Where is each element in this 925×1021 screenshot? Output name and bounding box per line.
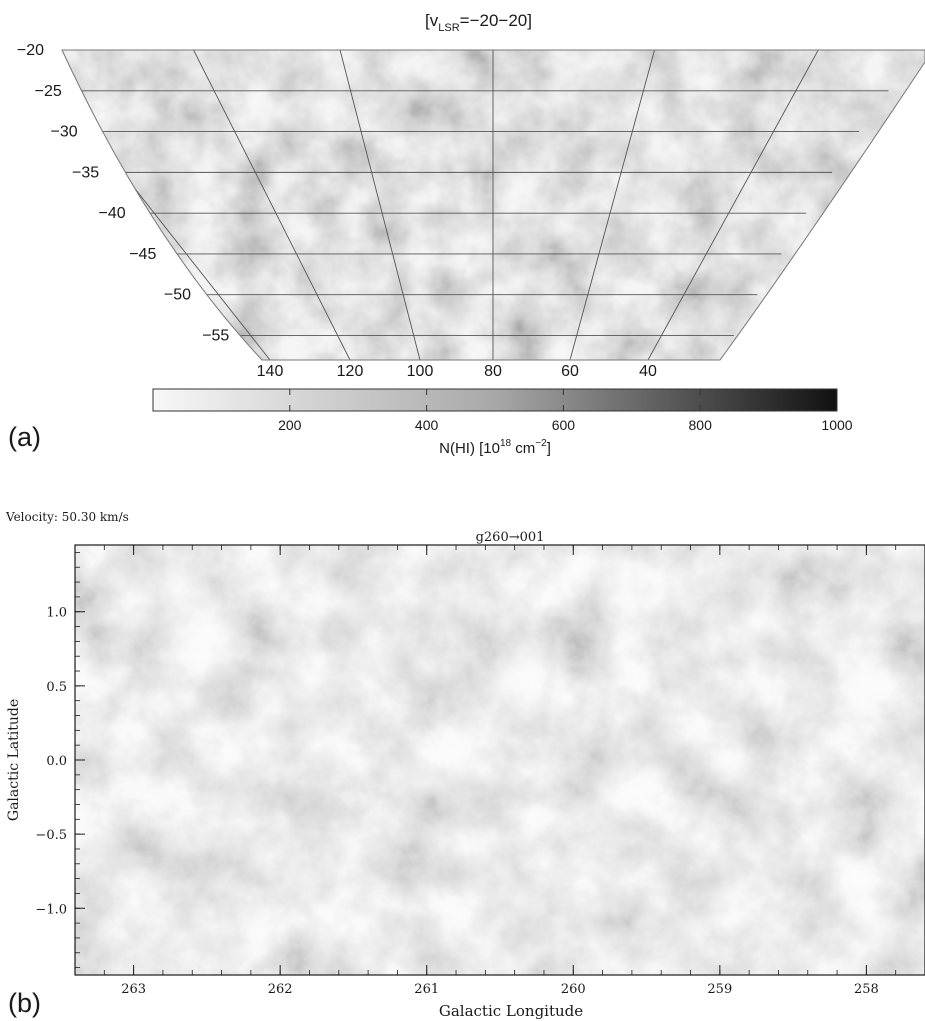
panel-a-y-tick-label: −20 (17, 42, 44, 59)
panel-a-longitude-line (569, 50, 655, 360)
panel-a-title: [vLSR=−20−20] (425, 11, 532, 34)
velocity-readout: Velocity: 50.30 km/s (5, 510, 129, 524)
panel-b-label: (b) (8, 988, 41, 1018)
colorbar-tick-label: 1000 (821, 417, 852, 433)
panel-a-y-tick-label: −45 (129, 246, 156, 263)
panel-b-map: 263 262 261 260 259 258 1.0 0.5 0.0 −0.5 −1.0 (35, 544, 925, 997)
colorbar-tick-label: 200 (278, 417, 302, 433)
panel-b-x-tick-label: 263 (121, 982, 146, 997)
panel-a-x-tick-label: 80 (484, 363, 502, 380)
panel-a-longitude-line (647, 50, 819, 360)
colorbar-tick-label: 400 (415, 417, 439, 433)
panel-a-y-tick-label: −40 (98, 205, 125, 222)
panel-b-y-tick-label: 0.5 (46, 680, 67, 695)
panel-a-y-tick-labels: −20 −25 −30 −35 −40 −45 −50 −55 (17, 42, 230, 345)
colorbar-tick-label: 600 (552, 417, 576, 433)
panel-a-x-tick-labels: 140 120 100 80 60 40 (257, 363, 657, 380)
panel-b-x-tick-label: 262 (268, 982, 293, 997)
panel-a-longitude-line (193, 50, 351, 360)
panel-a-map (61, 49, 925, 361)
panel-a-x-tick-label: 40 (639, 363, 657, 380)
panel-a-x-tick-label: 120 (337, 363, 364, 380)
panel-b-x-tick-label: 259 (707, 982, 732, 997)
panel-a-label: (a) (8, 422, 41, 452)
panel-a-y-tick-label: −25 (35, 83, 62, 100)
panel-a-x-tick-label: 60 (561, 363, 579, 380)
panel-b-y-axis-title: Galactic Latitude (6, 699, 22, 821)
panel-b-y-tick-label: 0.0 (46, 754, 67, 769)
panel-a-x-tick-label: 100 (407, 363, 434, 380)
panel-b-x-axis-title: Galactic Longitude (439, 1002, 583, 1020)
panel-b-x-tick-label: 260 (561, 982, 586, 997)
colorbar-tick-label: 800 (689, 417, 713, 433)
panel-b-x-tick-label: 261 (414, 982, 439, 997)
panel-a-y-tick-label: −55 (202, 328, 229, 345)
panel-b-density-field (75, 545, 925, 975)
panel-b-x-tick-label: 258 (854, 982, 879, 997)
panel-b-y-tick-label: −0.5 (35, 828, 67, 843)
colorbar-label: N(HI) [1018 cm−2] (439, 438, 551, 457)
panel-a-x-tick-label: 140 (257, 363, 284, 380)
colorbar-gradient (152, 388, 838, 412)
panel-b-y-tick-label: 1.0 (46, 606, 67, 621)
colorbar: 200 400 600 800 1000 N(HI) [1018 cm−2] (152, 388, 853, 457)
colorbar-ticks: 200 400 600 800 1000 (278, 389, 853, 433)
panel-a-longitude-line (339, 50, 421, 360)
panel-a-outline (61, 49, 925, 361)
panel-b-ticks: 263 262 261 260 259 258 1.0 0.5 0.0 −0.5 −1.0 (35, 545, 925, 997)
panel-a-y-tick-label: −30 (50, 124, 77, 141)
panel-b-title: g260→001 (476, 530, 545, 545)
panel-a-y-tick-label: −50 (164, 287, 191, 304)
panel-b-y-tick-label: −1.0 (35, 902, 67, 917)
panel-a-density-field (62, 50, 925, 360)
panel-a-y-tick-label: −35 (72, 164, 99, 181)
